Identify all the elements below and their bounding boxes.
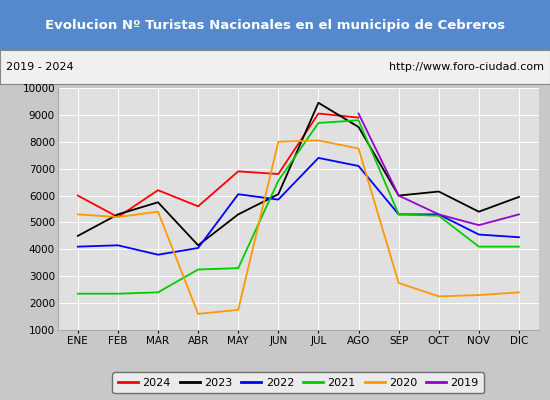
Text: Evolucion Nº Turistas Nacionales en el municipio de Cebreros: Evolucion Nº Turistas Nacionales en el m… [45, 18, 505, 32]
Text: 2019 - 2024: 2019 - 2024 [6, 62, 73, 72]
Legend: 2024, 2023, 2022, 2021, 2020, 2019: 2024, 2023, 2022, 2021, 2020, 2019 [112, 372, 485, 394]
Text: http://www.foro-ciudad.com: http://www.foro-ciudad.com [389, 62, 544, 72]
